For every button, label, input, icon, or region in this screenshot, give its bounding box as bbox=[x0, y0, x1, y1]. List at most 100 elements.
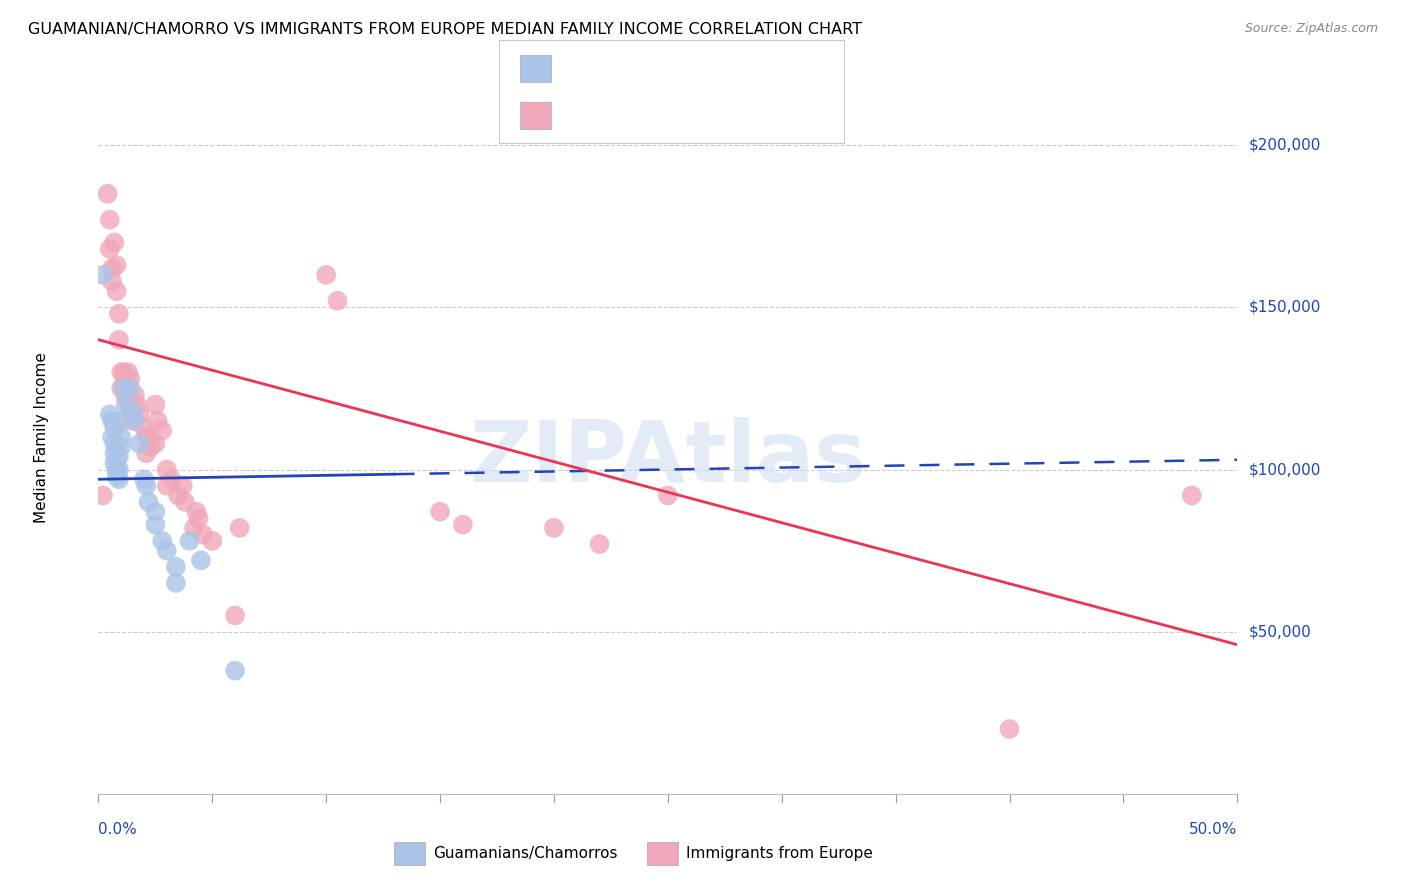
Point bbox=[145, 505, 167, 519]
Text: Source: ZipAtlas.com: Source: ZipAtlas.com bbox=[1244, 22, 1378, 36]
Point bbox=[108, 307, 131, 321]
Point bbox=[187, 511, 209, 525]
Point bbox=[657, 488, 679, 502]
Point bbox=[114, 398, 136, 412]
Point bbox=[128, 408, 150, 422]
Point bbox=[98, 408, 121, 422]
Point bbox=[110, 365, 132, 379]
Point bbox=[150, 533, 173, 548]
Point bbox=[114, 391, 136, 405]
Point bbox=[112, 365, 135, 379]
Point bbox=[103, 436, 125, 450]
Point bbox=[103, 446, 125, 460]
Point bbox=[117, 378, 139, 392]
Point bbox=[167, 488, 190, 502]
Point bbox=[190, 553, 212, 567]
Point bbox=[139, 440, 162, 454]
Point bbox=[108, 472, 131, 486]
Point bbox=[98, 212, 121, 227]
Point bbox=[110, 381, 132, 395]
Point bbox=[156, 479, 179, 493]
Point bbox=[117, 365, 139, 379]
Text: $200,000: $200,000 bbox=[1249, 137, 1320, 153]
Point bbox=[451, 517, 474, 532]
Text: R =: R = bbox=[562, 61, 596, 76]
Text: GUAMANIAN/CHAMORRO VS IMMIGRANTS FROM EUROPE MEDIAN FAMILY INCOME CORRELATION CH: GUAMANIAN/CHAMORRO VS IMMIGRANTS FROM EU… bbox=[28, 22, 862, 37]
Point bbox=[127, 398, 149, 412]
Text: N =: N = bbox=[675, 107, 709, 122]
Point bbox=[132, 472, 155, 486]
Point bbox=[228, 521, 250, 535]
Text: $50,000: $50,000 bbox=[1249, 624, 1312, 640]
Point bbox=[120, 372, 142, 386]
Point bbox=[120, 404, 142, 418]
Point bbox=[103, 235, 125, 250]
Point bbox=[172, 479, 194, 493]
Point bbox=[429, 505, 451, 519]
Point bbox=[179, 533, 201, 548]
Point bbox=[135, 430, 157, 444]
Point bbox=[98, 242, 121, 256]
Point bbox=[96, 186, 118, 201]
Point bbox=[101, 274, 124, 288]
Point bbox=[112, 381, 135, 395]
Point bbox=[326, 293, 349, 308]
Text: 55: 55 bbox=[721, 107, 742, 122]
Text: -0.505: -0.505 bbox=[602, 107, 657, 122]
Text: Median Family Income: Median Family Income bbox=[34, 351, 49, 523]
Point bbox=[103, 456, 125, 470]
Text: Immigrants from Europe: Immigrants from Europe bbox=[686, 847, 873, 861]
Text: N =: N = bbox=[675, 61, 709, 76]
Point bbox=[224, 608, 246, 623]
Point bbox=[112, 378, 135, 392]
Point bbox=[105, 284, 128, 298]
Point bbox=[105, 469, 128, 483]
Point bbox=[174, 495, 197, 509]
Point bbox=[543, 521, 565, 535]
Text: $150,000: $150,000 bbox=[1249, 300, 1320, 315]
Point bbox=[105, 443, 128, 458]
Point bbox=[110, 430, 132, 444]
Point bbox=[138, 430, 160, 444]
Point bbox=[998, 722, 1021, 736]
Point bbox=[101, 261, 124, 276]
Point bbox=[110, 440, 132, 454]
Point bbox=[91, 268, 114, 282]
Point bbox=[165, 559, 187, 574]
Point bbox=[138, 495, 160, 509]
Point bbox=[91, 488, 114, 502]
Point bbox=[1181, 488, 1204, 502]
Point bbox=[108, 462, 131, 476]
Point bbox=[108, 333, 131, 347]
Point bbox=[186, 505, 208, 519]
Point bbox=[156, 543, 179, 558]
Point bbox=[124, 414, 146, 428]
Point bbox=[101, 414, 124, 428]
Point bbox=[193, 527, 215, 541]
Text: 0.019: 0.019 bbox=[602, 61, 655, 76]
Point bbox=[120, 381, 142, 395]
Point bbox=[121, 414, 143, 428]
Text: $100,000: $100,000 bbox=[1249, 462, 1320, 477]
Point bbox=[124, 388, 146, 402]
Point bbox=[588, 537, 610, 551]
Point bbox=[183, 521, 205, 535]
Point bbox=[128, 436, 150, 450]
Point bbox=[160, 472, 183, 486]
Text: 50.0%: 50.0% bbox=[1189, 822, 1237, 838]
Point bbox=[135, 479, 157, 493]
Text: 0.0%: 0.0% bbox=[98, 822, 138, 838]
Point bbox=[224, 664, 246, 678]
Point bbox=[105, 452, 128, 467]
Point bbox=[105, 258, 128, 272]
Point bbox=[146, 414, 169, 428]
Point bbox=[121, 404, 143, 418]
Point bbox=[156, 462, 179, 476]
Point bbox=[105, 462, 128, 476]
Point bbox=[145, 398, 167, 412]
Text: R =: R = bbox=[562, 107, 596, 122]
Point bbox=[145, 436, 167, 450]
Text: Guamanians/Chamorros: Guamanians/Chamorros bbox=[433, 847, 617, 861]
Point bbox=[135, 446, 157, 460]
Point bbox=[165, 576, 187, 591]
